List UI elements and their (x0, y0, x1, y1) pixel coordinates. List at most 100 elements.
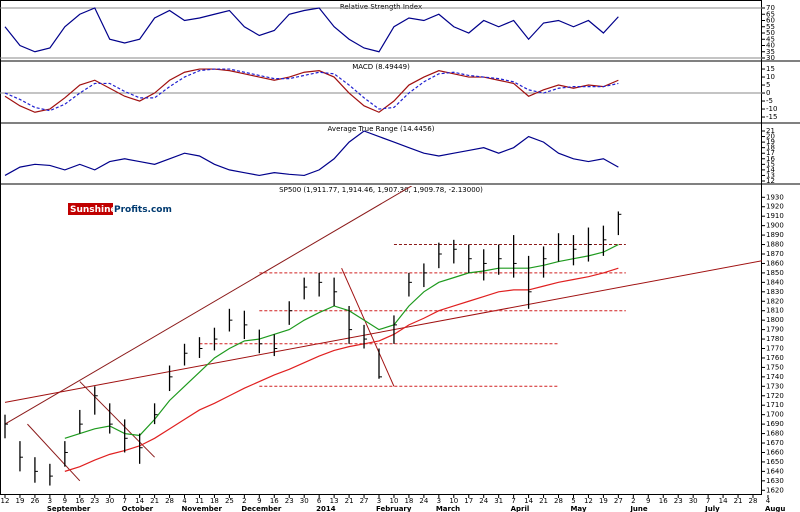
x-tick-label: 18 (210, 497, 219, 505)
y-tick-label: 1650 (766, 458, 784, 466)
x-tick-label: 13 (330, 497, 339, 505)
y-tick-label: 1860 (766, 259, 784, 267)
x-tick-label: 21 (539, 497, 548, 505)
y-tick-label: 1870 (766, 250, 784, 258)
logo-text: Profits.com (114, 205, 172, 215)
y-tick-label: 1660 (766, 448, 784, 456)
y-tick-label: 1750 (766, 363, 784, 371)
y-tick-label: 1740 (766, 373, 784, 381)
series-line (4, 68, 619, 113)
y-tick-label: 50 (766, 29, 775, 37)
y-tick-label: 1850 (766, 269, 784, 277)
x-tick-label: 21 (150, 497, 159, 505)
x-tick-label: 25 (225, 497, 234, 505)
x-tick-label: 4 (766, 497, 771, 505)
x-tick-label: 16 (270, 497, 279, 505)
x-tick-label: 7 (706, 497, 710, 505)
x-tick-label: 9 (646, 497, 650, 505)
y-tick-label: 1820 (766, 297, 784, 305)
x-tick-label: 10 (389, 497, 398, 505)
month-label: March (436, 505, 460, 512)
logo-text: Sunshine (70, 205, 117, 215)
y-tick-label: 5 (766, 81, 770, 89)
x-tick-label: 14 (524, 497, 533, 505)
x-tick-label: 12 (1, 497, 10, 505)
y-tick-label: 15 (766, 65, 775, 73)
series-line (4, 68, 619, 112)
plot-area (4, 186, 762, 486)
x-tick-label: 27 (360, 497, 369, 505)
x-tick-label: 23 (285, 497, 294, 505)
x-tick-label: 19 (599, 497, 608, 505)
y-tick-label: 1730 (766, 382, 784, 390)
y-tick-label: 1800 (766, 316, 784, 324)
y-tick-label: 15 (766, 160, 775, 168)
x-tick-label: 21 (734, 497, 743, 505)
y-tick-label: 1720 (766, 392, 784, 400)
x-tick-label: 28 (165, 497, 174, 505)
series-line (64, 267, 619, 472)
x-tick-label: 2 (242, 497, 246, 505)
y-tick-label: 0 (766, 89, 770, 97)
y-tick-label: 18 (766, 144, 775, 152)
x-tick-label: 31 (494, 497, 503, 505)
x-tick-label: 7 (122, 497, 126, 505)
x-tick-label: 17 (464, 497, 473, 505)
series-line (64, 244, 619, 439)
y-tick-label: 30 (766, 54, 775, 62)
x-tick-label: 23 (674, 497, 683, 505)
logo-box (68, 203, 113, 215)
y-tick-label: 1630 (766, 477, 784, 485)
y-tick-label: 45 (766, 35, 775, 43)
y-tick-label: 70 (766, 4, 775, 12)
x-tick-label: 28 (749, 497, 758, 505)
y-tick-label: 1810 (766, 307, 784, 315)
x-tick-label: 3 (377, 497, 381, 505)
x-tick-label: 3 (48, 497, 52, 505)
y-tick-label: 1930 (766, 193, 784, 201)
x-tick-label: 16 (659, 497, 668, 505)
y-tick-label: 19 (766, 138, 775, 146)
y-tick-label: 12 (766, 177, 775, 185)
month-label: July (704, 505, 720, 512)
x-tick-label: 6 (317, 497, 322, 505)
x-tick-label: 21 (345, 497, 354, 505)
y-tick-label: 1690 (766, 420, 784, 428)
y-tick-label: -10 (766, 105, 777, 113)
y-tick-label: 40 (766, 42, 775, 50)
y-tick-label: 21 (766, 127, 775, 135)
y-tick-label: -5 (766, 97, 773, 105)
y-tick-label: 1840 (766, 278, 784, 286)
y-tick-label: 13 (766, 171, 775, 179)
x-tick-label: 27 (614, 497, 623, 505)
panel-title: Relative Strength Index (340, 3, 422, 11)
x-tick-label: 11 (195, 497, 204, 505)
y-tick-label: 1790 (766, 326, 784, 334)
y-tick-label: 1620 (766, 486, 784, 494)
month-label: December (241, 505, 282, 512)
y-tick-label: 1830 (766, 288, 784, 296)
y-tick-label: 1910 (766, 212, 784, 220)
trend-line (79, 381, 155, 458)
month-label: Augu (765, 505, 785, 512)
x-tick-label: 18 (404, 497, 413, 505)
month-label: April (511, 505, 530, 512)
y-tick-label: 17 (766, 149, 775, 157)
x-tick-label: 2 (631, 497, 635, 505)
series-line (4, 7, 619, 53)
x-tick-label: 12 (584, 497, 593, 505)
y-tick-label: 1670 (766, 439, 784, 447)
series-line (4, 130, 619, 177)
y-tick-label: 60 (766, 17, 775, 25)
x-tick-label: 9 (63, 497, 67, 505)
x-tick-label: 23 (90, 497, 99, 505)
y-tick-label: 1920 (766, 203, 784, 211)
x-tick-label: 19 (15, 497, 24, 505)
y-tick-label: 1880 (766, 241, 784, 249)
x-tick-label: 30 (689, 497, 698, 505)
trend-line (4, 186, 413, 425)
month-label: October (122, 505, 154, 512)
month-label: February (376, 505, 412, 512)
month-label: June (629, 505, 648, 512)
